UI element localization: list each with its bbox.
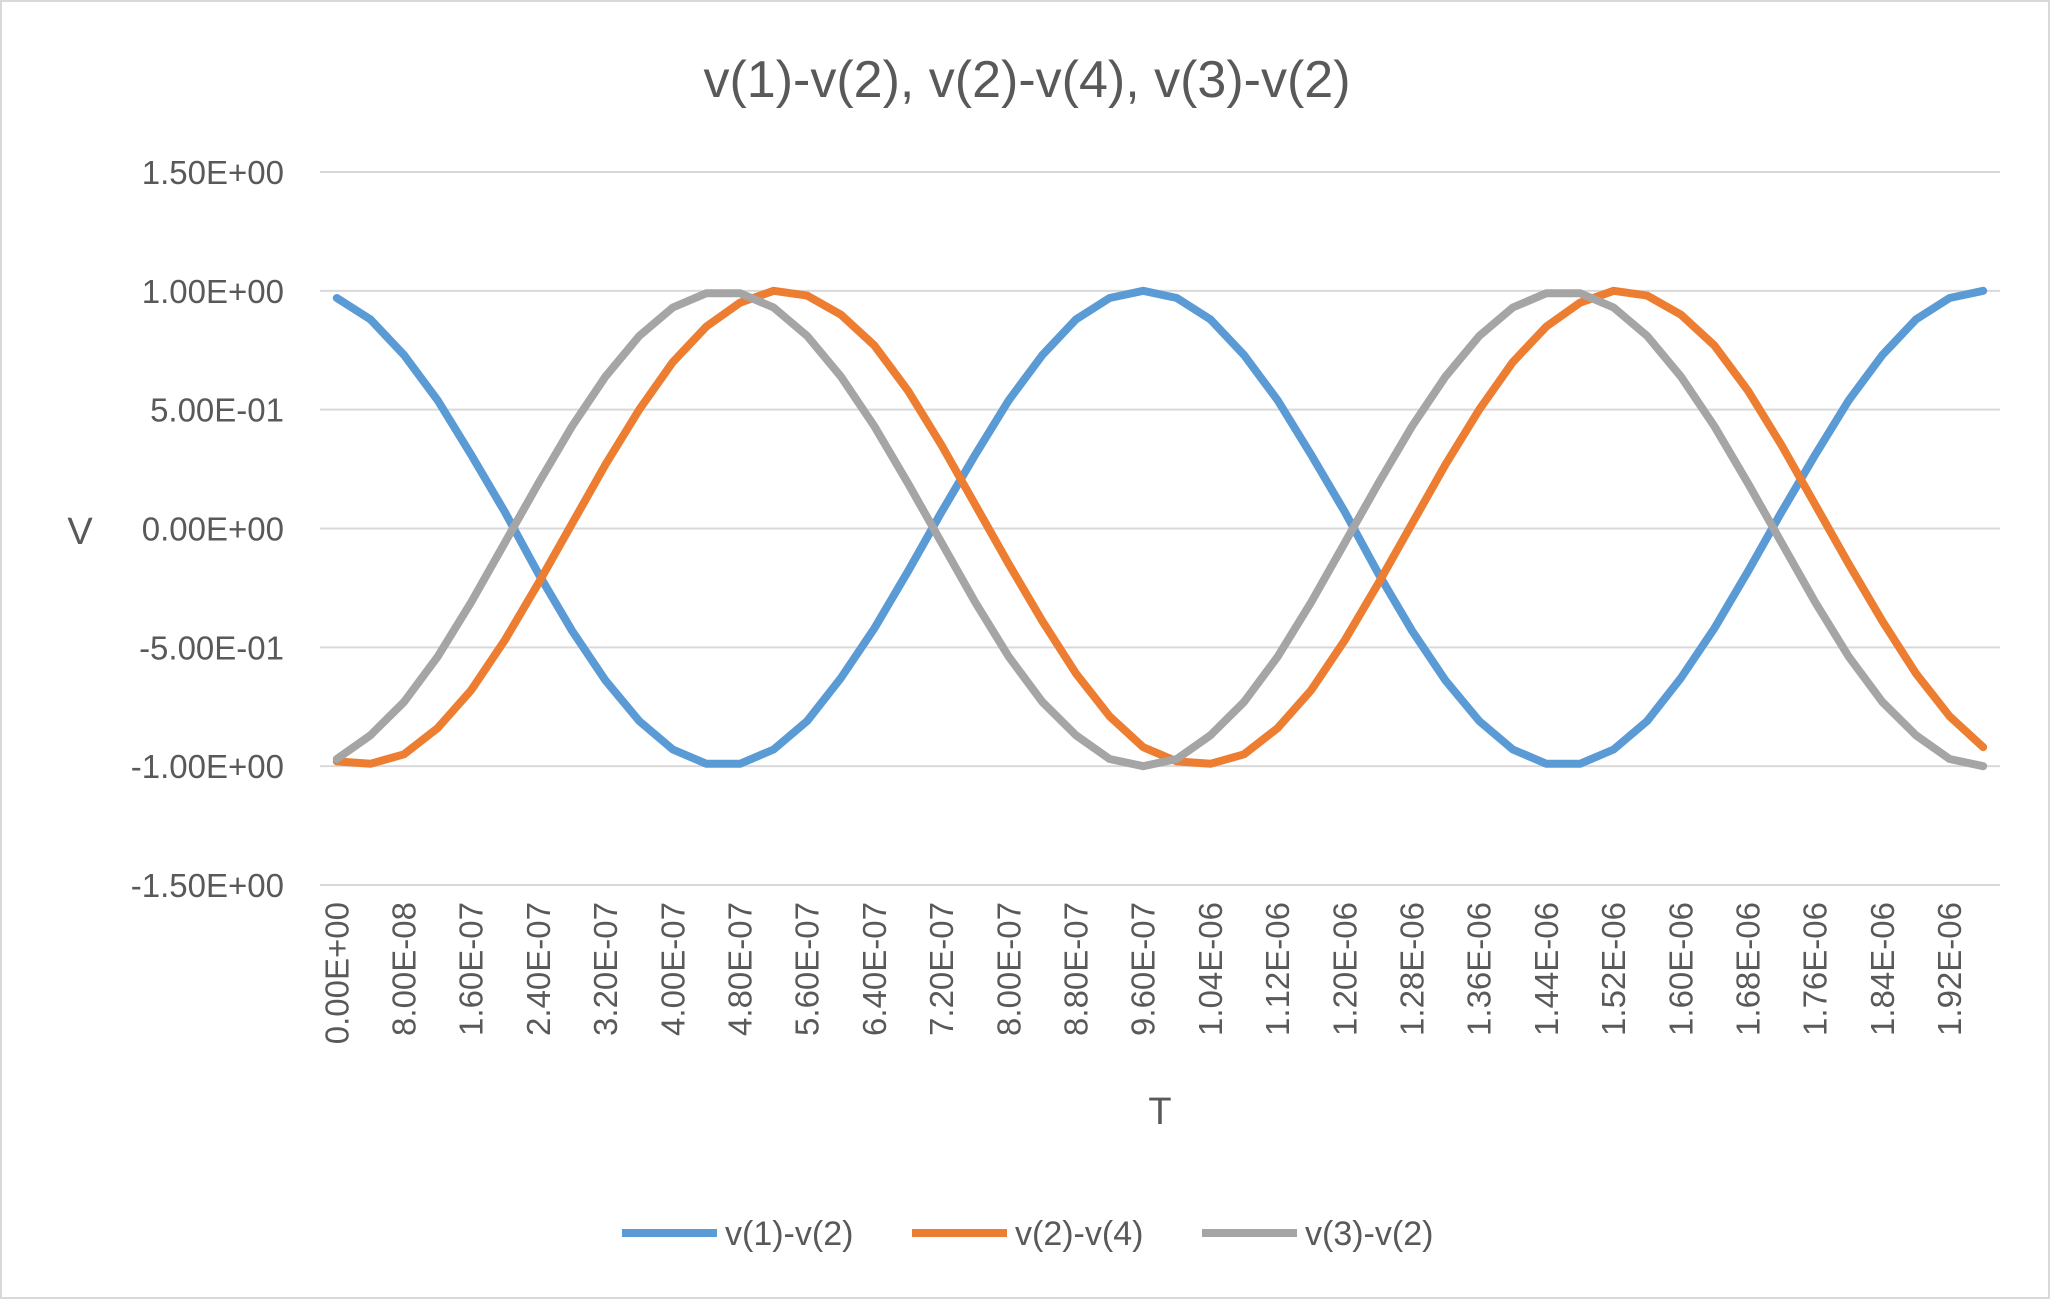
x-tick-label: 1.20E-06	[1326, 902, 1363, 1036]
x-tick-label: 5.60E-07	[789, 902, 826, 1036]
y-tick-label: 1.00E+00	[142, 273, 284, 310]
y-tick-label: -1.50E+00	[131, 867, 284, 904]
x-tick-label: 8.80E-07	[1058, 902, 1095, 1036]
x-tick-label: 6.40E-07	[856, 902, 893, 1036]
legend-label: v(3)-v(2)	[1305, 1215, 1433, 1253]
x-axis-ticks: 0.00E+00 8.00E-08 1.60E-07 2.40E-07 3.20E-07…	[318, 902, 1968, 1044]
y-tick-label: -5.00E-01	[139, 629, 284, 666]
x-tick-label: 8.00E-08	[386, 902, 423, 1036]
legend-label: v(2)-v(4)	[1015, 1215, 1143, 1253]
x-tick-label: 1.60E-07	[453, 902, 490, 1036]
x-tick-label: 7.20E-07	[923, 902, 960, 1036]
chart-title: v(1)-v(2), v(2)-v(4), v(3)-v(2)	[703, 51, 1350, 109]
x-tick-label: 0.00E+00	[318, 902, 355, 1044]
x-tick-label: 4.00E-07	[654, 902, 691, 1036]
legend-label: v(1)-v(2)	[725, 1215, 853, 1253]
series-line-3	[332, 289, 1988, 771]
x-tick-label: 3.20E-07	[587, 902, 624, 1036]
x-tick-label: 1.84E-06	[1864, 902, 1901, 1036]
y-tick-label: -1.00E+00	[131, 748, 284, 785]
x-tick-label: 1.36E-06	[1461, 902, 1498, 1036]
x-tick-label: 1.60E-06	[1662, 902, 1699, 1036]
x-tick-label: 1.12E-06	[1259, 902, 1296, 1036]
y-tick-label: 1.50E+00	[142, 154, 284, 191]
x-tick-label: 8.00E-07	[990, 902, 1027, 1036]
x-tick-label: 2.40E-07	[520, 902, 557, 1036]
series-line-1	[332, 286, 1988, 768]
y-tick-label: 0.00E+00	[142, 511, 284, 548]
x-tick-label: 4.80E-07	[722, 902, 759, 1036]
x-axis-label: T	[1148, 1091, 1171, 1133]
x-tick-label: 1.28E-06	[1394, 902, 1431, 1036]
series-lines	[332, 286, 1988, 771]
x-tick-label: 9.60E-07	[1125, 902, 1162, 1036]
x-tick-label: 1.52E-06	[1595, 902, 1632, 1036]
x-tick-label: 1.92E-06	[1931, 902, 1968, 1036]
y-axis-ticks: 1.50E+00 1.00E+00 5.00E-01 0.00E+00 -5.00E-0…	[131, 154, 284, 904]
x-tick-label: 1.68E-06	[1730, 902, 1767, 1036]
series-line-2	[332, 286, 1988, 768]
x-tick-label: 1.04E-06	[1192, 902, 1229, 1036]
legend: v(1)-v(2) v(2)-v(4) v(3)-v(2)	[622, 1215, 1433, 1253]
y-tick-label: 5.00E-01	[150, 392, 284, 429]
y-axis-label: V	[67, 511, 93, 553]
x-tick-label: 1.44E-06	[1528, 902, 1565, 1036]
x-tick-label: 1.76E-06	[1797, 902, 1834, 1036]
